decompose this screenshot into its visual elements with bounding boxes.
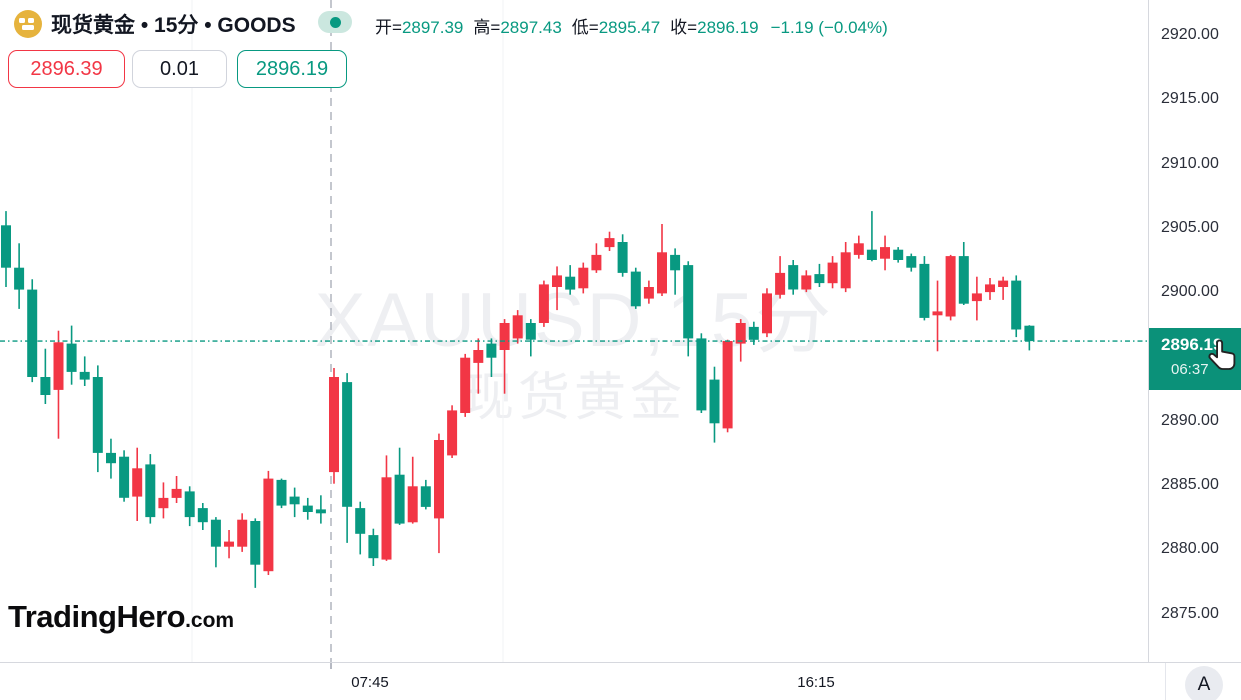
brand-name: TradingHero xyxy=(8,599,186,634)
price-tick: 2885.00 xyxy=(1161,475,1219,493)
last-price-value: 2896.19 xyxy=(1161,335,1223,354)
price-axis[interactable]: 2896.19 06:37 2920.00 2915.00 2910.00 2905.… xyxy=(1148,0,1241,662)
axis-corner-cell: A xyxy=(1165,663,1241,700)
price-tick: 2915.00 xyxy=(1161,90,1219,108)
symbol-title[interactable]: 现货黄金 • 15分 • GOODS xyxy=(51,14,296,37)
price-tick: 2900.00 xyxy=(1161,283,1219,301)
ohlc-legend: 开=2897.39 高=2897.43 低=2895.47 收=2896.19 −1.1… xyxy=(375,18,888,37)
price-tick: 2910.00 xyxy=(1161,154,1219,172)
price-tick: 2890.00 xyxy=(1161,411,1219,429)
spread-value-box[interactable]: 0.01 xyxy=(132,50,227,88)
gold-bars-icon xyxy=(14,10,42,38)
countdown-time: 06:37 xyxy=(1171,361,1209,378)
time-axis[interactable]: A 07:45 16:15 xyxy=(0,662,1241,700)
candlestick-chart-canvas[interactable]: XAUUSD,15分 现货黄金 xyxy=(0,0,1148,662)
buy-price-button[interactable]: 2896.19 xyxy=(237,50,347,88)
candles-plot xyxy=(0,0,1148,662)
time-tick: 16:15 xyxy=(797,674,835,691)
brand-logo: TradingHero.com xyxy=(8,599,234,635)
session-break-tick xyxy=(330,663,332,669)
price-tick: 2920.00 xyxy=(1161,26,1219,43)
auto-scale-button[interactable]: A xyxy=(1185,666,1223,700)
price-tick: 2905.00 xyxy=(1161,218,1219,236)
symbol-header: 现货黄金 • 15分 • GOODS xyxy=(14,10,296,38)
time-tick: 07:45 xyxy=(351,674,389,691)
hand-cursor-icon xyxy=(1208,339,1236,370)
order-buttons-row: 2896.39 0.01 2896.19 xyxy=(8,50,354,88)
series-dot-icon xyxy=(329,16,341,28)
brand-suffix: .com xyxy=(185,609,235,632)
sell-price-button[interactable]: 2896.39 xyxy=(8,50,125,88)
last-price-label: 2896.19 06:37 xyxy=(1149,328,1241,390)
series-visibility-toggle[interactable] xyxy=(318,11,352,33)
price-tick: 2880.00 xyxy=(1161,540,1219,558)
price-tick: 2875.00 xyxy=(1161,604,1219,622)
